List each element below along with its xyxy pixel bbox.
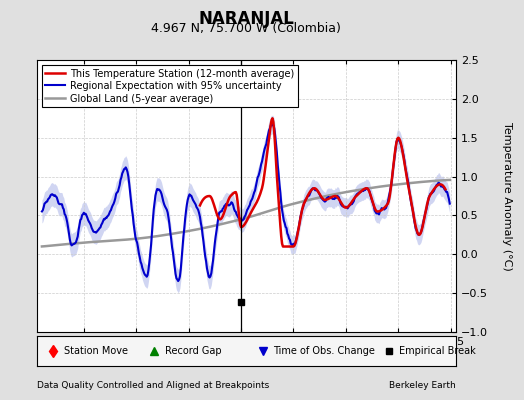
Text: Data Quality Controlled and Aligned at Breakpoints: Data Quality Controlled and Aligned at B… xyxy=(37,381,269,390)
Text: Empirical Break: Empirical Break xyxy=(399,346,476,356)
Y-axis label: Temperature Anomaly (°C): Temperature Anomaly (°C) xyxy=(501,122,511,270)
Legend: This Temperature Station (12-month average), Regional Expectation with 95% uncer: This Temperature Station (12-month avera… xyxy=(41,65,298,108)
Text: 4.967 N, 75.700 W (Colombia): 4.967 N, 75.700 W (Colombia) xyxy=(151,22,341,35)
Text: Station Move: Station Move xyxy=(64,346,128,356)
Text: NARANJAL: NARANJAL xyxy=(199,10,294,28)
Text: Record Gap: Record Gap xyxy=(165,346,221,356)
Text: Berkeley Earth: Berkeley Earth xyxy=(389,381,456,390)
Text: Time of Obs. Change: Time of Obs. Change xyxy=(274,346,375,356)
